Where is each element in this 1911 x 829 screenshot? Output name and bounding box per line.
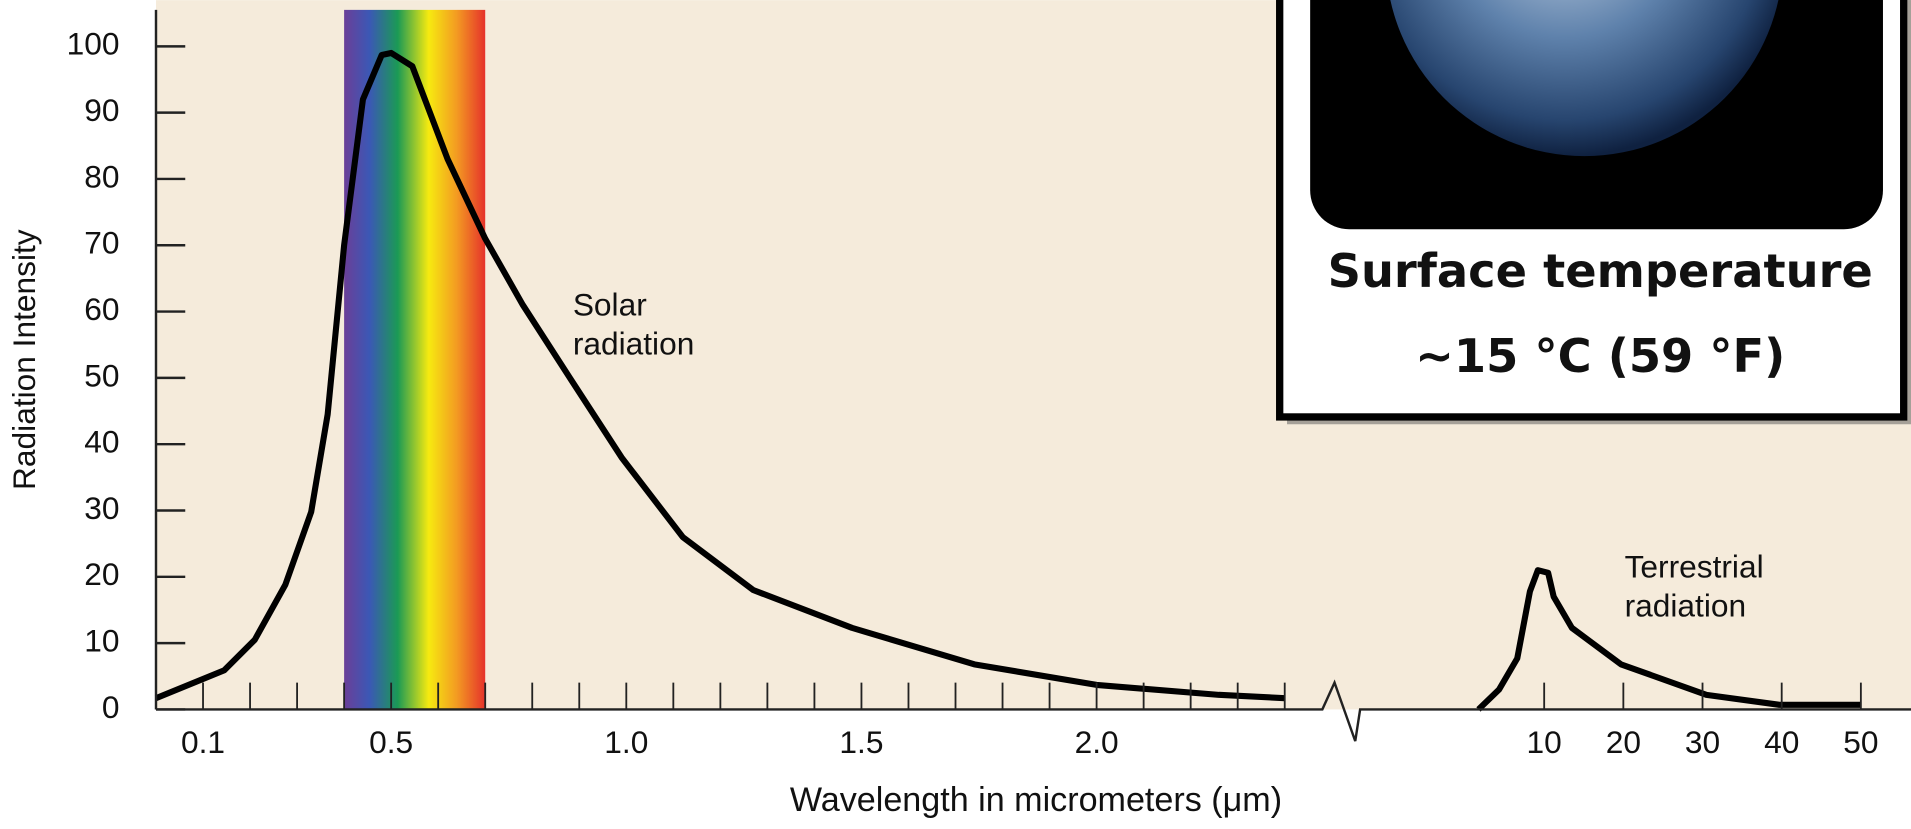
x-tick-label: 10 (1527, 724, 1562, 760)
y-tick-label: 70 (84, 225, 119, 261)
y-tick-label: 0 (102, 689, 120, 725)
x-tick-label: 30 (1685, 724, 1720, 760)
y-tick-label: 50 (84, 357, 119, 393)
line-series (1476, 567, 1861, 712)
y-tick-label: 20 (84, 556, 119, 592)
x-tick-label: 20 (1606, 724, 1641, 760)
x-tick-label: 40 (1764, 724, 1799, 760)
annotation: radiation (1625, 588, 1747, 624)
x-axis-break (156, 679, 1911, 742)
x-tick-label: 2.0 (1075, 724, 1119, 760)
x-tick-label: 1.0 (604, 724, 648, 760)
earth-image (1390, 0, 1779, 157)
x-tick-label: 0.1 (181, 724, 225, 760)
visible-spectrum (344, 9, 486, 710)
x-tick-label: 0.5 (369, 724, 413, 760)
annotation: radiation (573, 326, 695, 362)
y-tick-label: 90 (84, 92, 119, 128)
x-tick-label: 1.5 (839, 724, 883, 760)
inset-title: Surface temperature (1328, 244, 1873, 298)
y-tick-label: 100 (67, 26, 120, 62)
inset-subtitle: ~15 °C (59 °F) (1415, 329, 1785, 383)
annotation: Solar (573, 287, 647, 323)
line-series (154, 49, 1285, 702)
inset: Surface temperature ~15 °C (59 °F) (1276, 0, 1911, 425)
y-tick-label: 40 (84, 424, 119, 460)
y-tick-label: 80 (84, 158, 119, 194)
y-tick-label: 60 (84, 291, 119, 327)
y-tick-label: 30 (84, 490, 119, 526)
y-tick-label: 10 (84, 623, 119, 659)
x-axis-title: Wavelength in micrometers (μm) (790, 781, 1282, 819)
axes (154, 9, 1911, 742)
annotation: Terrestrial (1625, 549, 1764, 585)
y-axis-title: Radiation Intensity (6, 229, 42, 490)
x-tick-label: 50 (1843, 724, 1878, 760)
